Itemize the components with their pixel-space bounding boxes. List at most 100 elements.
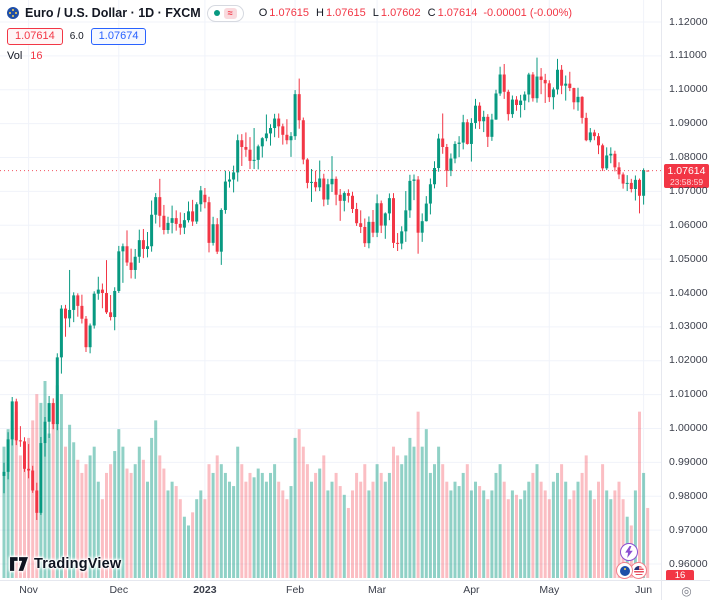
time-axis-label: Jun	[635, 584, 653, 596]
volume-bar	[211, 472, 215, 578]
candle-body	[6, 439, 10, 472]
volume-bar	[416, 411, 420, 578]
price-axis-label: 1.01000	[669, 388, 708, 401]
volume-bar	[100, 499, 104, 578]
volume-bar	[162, 468, 166, 578]
events-lightning-button[interactable]	[620, 543, 638, 561]
volume-bar	[609, 499, 613, 578]
price-axis-label: 0.97000	[669, 523, 708, 536]
market-open-dot-icon	[213, 10, 220, 16]
price-axis-label: 1.11000	[669, 49, 707, 62]
volume-bar	[601, 464, 605, 578]
volume-bar	[646, 507, 650, 578]
volume-bar	[461, 472, 465, 578]
volume-bar	[564, 481, 568, 578]
chart-plot-area[interactable]	[0, 0, 661, 580]
candle-body	[482, 116, 486, 122]
candle-body	[215, 224, 219, 252]
volume-bar	[613, 490, 617, 578]
volume-bar	[154, 420, 158, 578]
bid-ask-row: 1.07614 6.0 1.07674	[7, 27, 572, 45]
price-axis[interactable]: 1.07614 23:58:59 16 1.12000 1.11000 1.1000…	[661, 0, 710, 582]
volume-bar	[486, 499, 490, 578]
candle-body	[453, 143, 457, 159]
volume-bar	[342, 494, 346, 578]
volume-bar	[84, 464, 88, 578]
tradingview-logo[interactable]: TradingView	[9, 556, 121, 572]
candle-body	[383, 213, 387, 226]
volume-bar	[207, 464, 211, 578]
candle-body	[494, 93, 498, 120]
volume-bar	[597, 481, 600, 578]
price-axis-label: 0.99000	[669, 455, 708, 468]
candle-body	[519, 100, 523, 105]
volume-bar	[2, 446, 6, 578]
candle-body	[121, 246, 125, 252]
volume-bar	[150, 437, 154, 578]
ask-price-button[interactable]: 1.07674	[90, 27, 147, 45]
volume-bar	[248, 472, 252, 578]
axis-settings-icon[interactable]: ◎	[681, 584, 692, 598]
candle-body	[223, 181, 227, 211]
volume-bar	[293, 437, 297, 578]
time-axis-label: Feb	[286, 584, 305, 596]
candle-body	[207, 202, 211, 243]
volume-bar	[338, 486, 342, 578]
volume-bar	[23, 464, 26, 578]
candle-body	[88, 325, 92, 348]
volume-bar	[642, 472, 646, 578]
candle-body	[601, 145, 605, 169]
price-axis-label: 1.05000	[669, 252, 708, 265]
volume-bar	[465, 464, 469, 578]
bid-price-button[interactable]: 1.07614	[7, 27, 63, 45]
volume-bar	[638, 411, 641, 578]
candle-body	[621, 174, 625, 184]
candle-body	[551, 89, 555, 98]
candle-body	[191, 211, 195, 222]
volume-bar	[96, 481, 100, 578]
volume-bar	[351, 490, 354, 578]
candle-body	[64, 308, 67, 319]
price-axis-label: 0.98000	[669, 489, 708, 502]
volume-bar	[510, 490, 514, 578]
volume-bar	[260, 472, 264, 578]
candle-body	[117, 251, 121, 291]
eu-economic-event-button[interactable]	[616, 562, 633, 579]
candle-body	[564, 83, 568, 86]
last-price-value: 1.07614	[667, 164, 706, 177]
volume-bar	[498, 464, 502, 578]
time-axis-label: Mar	[368, 584, 387, 596]
volume-bar	[531, 472, 535, 578]
volume-bar	[178, 499, 182, 578]
candle-body	[10, 401, 14, 440]
volume-bar	[92, 446, 96, 578]
time-axis[interactable]: Nov Dec 2023 Feb Mar Apr May Jun	[0, 580, 661, 600]
symbol-title[interactable]: Euro / U.S. Dollar · 1D · FXCM	[25, 6, 201, 20]
candle-body	[605, 155, 609, 169]
candle-body	[182, 220, 186, 228]
volume-bar	[441, 464, 445, 578]
delayed-data-icon: ≈	[223, 7, 237, 19]
price-axis-label: 1.08000	[669, 151, 708, 163]
volume-bar	[252, 477, 256, 578]
candle-body	[424, 203, 428, 222]
candle-body	[109, 312, 113, 318]
volume-bar	[322, 455, 326, 578]
volume-bar	[420, 446, 424, 578]
candle-body	[506, 91, 510, 115]
market-status-pill[interactable]: ≈	[206, 4, 244, 22]
volume-label[interactable]: Vol	[7, 50, 23, 62]
candle-body	[351, 195, 354, 209]
volume-bar	[568, 499, 572, 578]
volume-bar	[556, 472, 559, 578]
volume-bar	[72, 442, 76, 578]
us-flag-icon	[633, 565, 644, 576]
candle-body	[150, 214, 154, 247]
volume-bar	[412, 446, 416, 578]
candle-body	[100, 289, 104, 293]
candle-body	[597, 136, 600, 146]
candle-body	[232, 172, 236, 180]
volume-bar	[408, 437, 412, 578]
price-axis-label: 1.07000	[669, 184, 708, 197]
candle-body	[584, 117, 588, 141]
